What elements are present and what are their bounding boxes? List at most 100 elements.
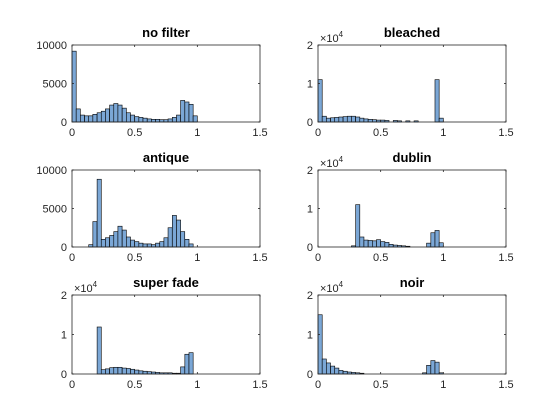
histogram-bar: [142, 117, 148, 123]
histogram-bar: [372, 240, 377, 248]
x-tick-label: 0.5: [127, 127, 142, 139]
chart-title: dublin: [393, 150, 432, 165]
histogram-bar: [438, 117, 444, 123]
y-tick-label: 2: [307, 290, 313, 302]
histogram-bar: [126, 368, 131, 375]
x-tick-label: 1: [194, 379, 200, 391]
histogram-bar: [342, 370, 348, 375]
histogram-bar: [109, 367, 115, 375]
histogram-panel: 0 0.5 1 1.5 0 5000 10000 antique: [36, 150, 267, 264]
y-tick-label: 10000: [36, 40, 67, 52]
y-exponent-label: ×104: [74, 280, 98, 295]
histogram-bar: [80, 114, 85, 123]
histogram-bar: [184, 101, 190, 123]
histogram-bar: [176, 114, 181, 123]
histogram-bar: [159, 241, 165, 248]
x-tick-label: 0: [69, 127, 75, 139]
histogram-panel: 0 0.5 1 1.5 0 1 2 ×104 bleached: [307, 25, 514, 139]
histogram-bar: [142, 243, 148, 248]
histogram-panel: 0 0.5 1 1.5 0 1 2 ×104 dublin: [307, 150, 514, 264]
histogram-bar: [172, 215, 177, 248]
histogram-bar: [134, 369, 140, 375]
chart-title: noir: [400, 275, 425, 290]
histogram-bar: [117, 366, 123, 375]
histogram-bar: [367, 119, 373, 123]
histogram-bar: [330, 365, 336, 375]
histogram-bar: [359, 236, 365, 248]
y-tick-label: 0: [61, 242, 67, 254]
histogram-bar: [105, 368, 110, 375]
histogram-bar: [96, 112, 102, 123]
histogram-bar: [355, 204, 361, 248]
plot-area: [72, 45, 260, 122]
x-tick-label: 0: [315, 127, 321, 139]
histogram-bar: [363, 239, 369, 248]
histogram-bar: [384, 242, 390, 248]
histogram-bar: [321, 115, 327, 123]
plot-area: [318, 170, 506, 247]
histogram-bar: [338, 370, 344, 375]
x-tick-label: 0: [69, 379, 75, 391]
histogram-bar: [330, 117, 336, 123]
histogram-bar: [134, 241, 140, 248]
x-tick-label: 1: [194, 252, 200, 264]
histogram-bar: [146, 243, 152, 248]
histogram-bar: [138, 242, 144, 248]
histogram-bar: [426, 365, 432, 375]
y-exponent-label: ×104: [320, 155, 344, 170]
histogram-bar: [167, 118, 173, 123]
histogram-bar: [92, 221, 98, 248]
y-tick-label: 5000: [43, 204, 67, 216]
plot-area: [72, 295, 260, 374]
x-tick-label: 1: [440, 127, 446, 139]
y-tick-label: 2: [307, 165, 313, 177]
histogram-bar: [317, 314, 323, 375]
x-tick-label: 1.5: [498, 127, 513, 139]
histogram-bar: [367, 240, 373, 248]
histogram-bar: [138, 117, 144, 123]
histogram-bar: [430, 360, 436, 375]
histogram-bar: [434, 79, 440, 123]
histogram-bar: [109, 235, 115, 248]
y-tick-label: 2: [307, 40, 313, 52]
histogram-bar: [100, 239, 106, 248]
plot-area: [318, 45, 506, 122]
x-tick-label: 1: [440, 379, 446, 391]
histogram-bar: [155, 119, 160, 123]
histogram-bar: [146, 118, 152, 123]
y-tick-label: 2: [61, 290, 67, 302]
y-tick-label: 1: [61, 330, 67, 342]
x-tick-label: 0: [315, 379, 321, 391]
histogram-bar: [105, 237, 110, 248]
y-tick-label: 1: [307, 79, 313, 91]
histogram-bar: [126, 236, 131, 248]
histogram-bar: [434, 230, 440, 248]
histogram-bar: [184, 353, 190, 375]
x-tick-label: 1.5: [252, 127, 267, 139]
histogram-bar: [180, 231, 186, 248]
histogram-bar: [109, 104, 115, 123]
x-tick-label: 1.5: [252, 379, 267, 391]
histogram-bar: [342, 116, 348, 123]
histogram-bar: [321, 358, 327, 375]
y-tick-label: 0: [307, 242, 313, 254]
histogram-bar: [326, 362, 331, 375]
histogram-bar: [180, 100, 186, 123]
histogram-bar: [100, 369, 106, 375]
histogram-bar: [71, 50, 77, 123]
histogram-bar: [96, 178, 102, 248]
histogram-bar: [176, 219, 181, 248]
y-tick-label: 0: [61, 117, 67, 129]
x-tick-label: 0.5: [373, 252, 388, 264]
histogram-bar: [355, 116, 361, 123]
x-tick-label: 1.5: [252, 252, 267, 264]
histogram-bar: [188, 103, 194, 123]
histogram-panel: 0 0.5 1 1.5 0 5000 10000 no filter: [36, 25, 267, 139]
histogram-bar: [167, 227, 173, 248]
histogram-bar: [96, 326, 102, 375]
histogram-bar: [117, 225, 123, 248]
histogram-bar: [113, 103, 119, 123]
y-tick-label: 5000: [43, 79, 67, 91]
x-tick-label: 1.5: [498, 252, 513, 264]
y-exponent-label: ×104: [320, 30, 344, 45]
